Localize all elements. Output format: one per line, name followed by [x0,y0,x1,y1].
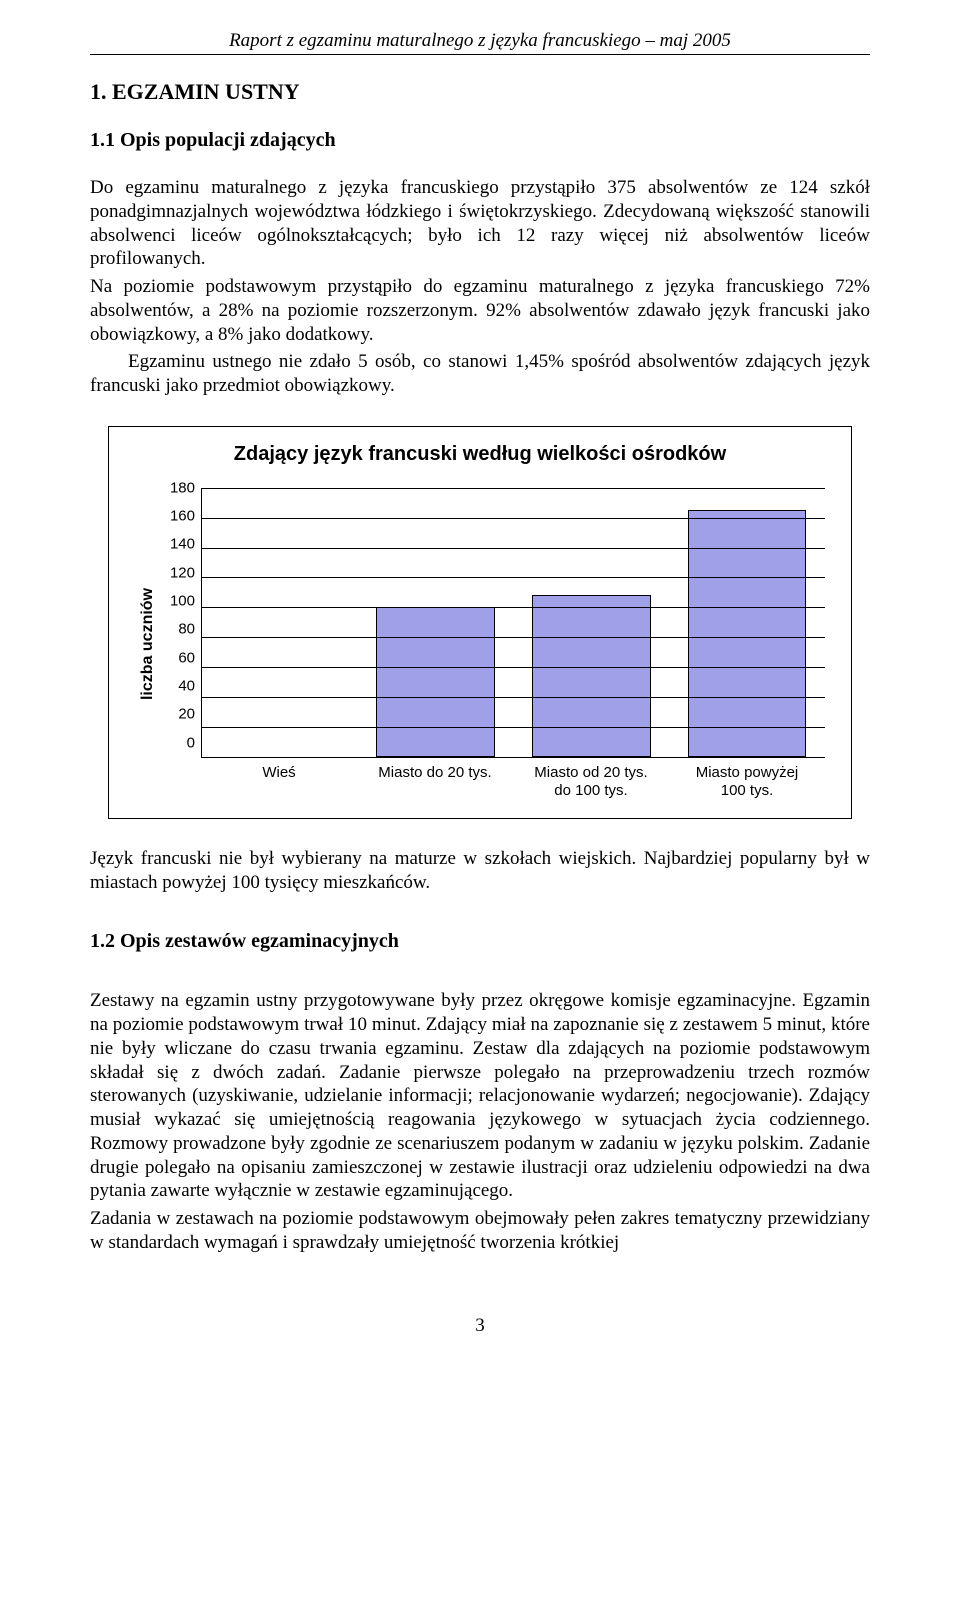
paragraph: Zestawy na egzamin ustny przygotowywane … [90,989,870,1203]
y-tick: 0 [161,735,195,750]
grid-line [202,518,825,519]
bar-cell [514,488,670,757]
paragraph: Zadania w zestawach na poziomie podstawo… [90,1207,870,1255]
bar [376,607,494,756]
grid-line [202,548,825,549]
running-header: Raport z egzaminu maturalnego z języka f… [90,30,870,55]
plot-wrap: 180160140120100806040200 WieśMiasto do 2… [161,488,825,800]
y-tick: 180 [161,480,195,495]
y-tick: 80 [161,622,195,637]
paragraph: Egzaminu ustnego nie zdało 5 osób, co st… [90,350,870,398]
chart-body: liczba uczniów 180160140120100806040200 … [135,488,825,800]
x-tick-label: Wieś [201,764,357,800]
y-axis-label: liczba uczniów [139,588,157,700]
plot-row: 180160140120100806040200 [161,488,825,758]
bars-container [202,488,825,757]
bar-cell [358,488,514,757]
x-tick-label: Miasto do 20 tys. [357,764,513,800]
paragraph: Do egzaminu maturalnego z języka francus… [90,176,870,271]
y-tick: 20 [161,707,195,722]
page-number: 3 [90,1315,870,1337]
grid-line [202,727,825,728]
section-1-1-title: 1.1 Opis populacji zdających [90,129,870,152]
paragraph: Język francuski nie był wybierany na mat… [90,847,870,895]
grid-line [202,488,825,489]
grid-line [202,637,825,638]
bar-chart: Zdający język francuski według wielkości… [108,426,852,819]
y-tick: 160 [161,509,195,524]
y-tick: 40 [161,679,195,694]
y-axis-label-wrap: liczba uczniów [135,488,161,800]
bar-cell [202,488,358,757]
y-tick: 100 [161,594,195,609]
plot-area [201,488,825,758]
paragraph-block-1: Do egzaminu maturalnego z języka francus… [90,176,870,398]
x-tick-label: Miasto od 20 tys.do 100 tys. [513,764,669,800]
x-tick-label: Miasto powyżej100 tys. [669,764,825,800]
y-tick: 120 [161,565,195,580]
y-tick: 60 [161,650,195,665]
bar [532,595,650,756]
y-axis-ticks: 180160140120100806040200 [161,488,201,758]
section-1-2-title: 1.2 Opis zestawów egzaminacyjnych [90,930,870,953]
grid-line [202,667,825,668]
y-tick: 140 [161,537,195,552]
x-axis-labels: WieśMiasto do 20 tys.Miasto od 20 tys.do… [201,764,825,800]
section-1-title: 1. EGZAMIN USTNY [90,79,870,105]
grid-line [202,697,825,698]
paragraph: Na poziomie podstawowym przystąpiło do e… [90,275,870,346]
grid-line [202,607,825,608]
chart-title: Zdający język francuski według wielkości… [135,443,825,466]
bar-cell [669,488,825,757]
grid-line [202,577,825,578]
document-page: Raport z egzaminu maturalnego z języka f… [0,0,960,1377]
